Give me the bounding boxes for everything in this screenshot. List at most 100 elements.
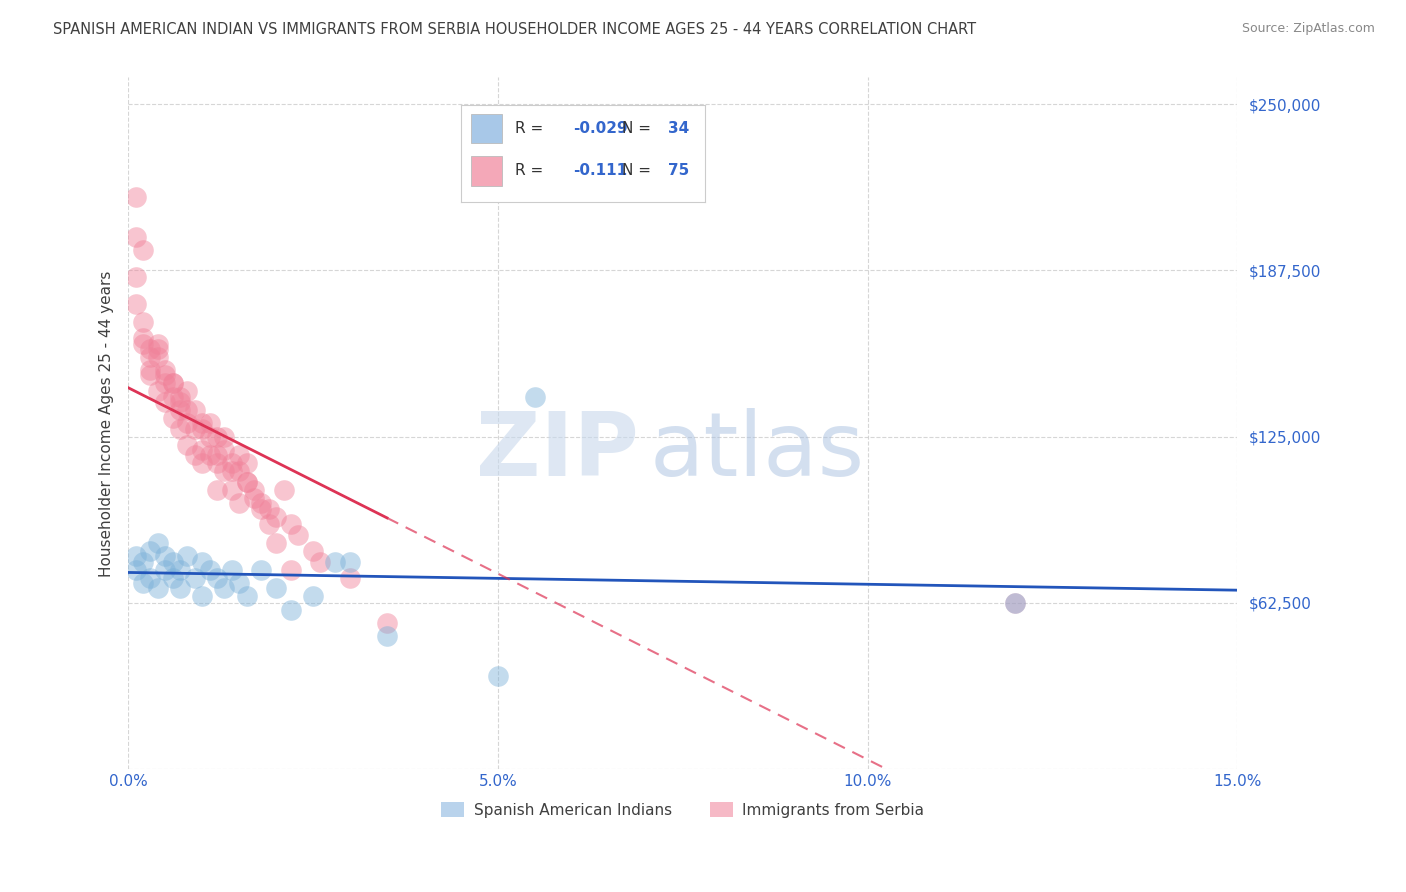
Point — [139, 571, 162, 585]
Point — [339, 571, 361, 585]
Point — [205, 456, 228, 470]
Point — [214, 582, 236, 596]
Point — [124, 230, 146, 244]
Point — [184, 571, 207, 585]
Point — [264, 536, 287, 550]
Point — [375, 629, 398, 643]
Point — [191, 456, 214, 470]
Point — [235, 475, 257, 489]
Point — [280, 602, 302, 616]
Point — [176, 403, 198, 417]
Point — [339, 555, 361, 569]
Text: Source: ZipAtlas.com: Source: ZipAtlas.com — [1241, 22, 1375, 36]
Point — [198, 430, 221, 444]
Point — [198, 448, 221, 462]
Point — [280, 517, 302, 532]
Point — [214, 442, 236, 457]
Point — [205, 448, 228, 462]
Text: ZIP: ZIP — [475, 408, 638, 494]
Point — [235, 456, 257, 470]
Point — [243, 483, 266, 497]
Point — [169, 422, 191, 436]
Point — [176, 549, 198, 564]
Point — [184, 448, 207, 462]
Point — [176, 384, 198, 399]
Y-axis label: Householder Income Ages 25 - 44 years: Householder Income Ages 25 - 44 years — [100, 270, 114, 576]
Point — [191, 555, 214, 569]
Point — [191, 442, 214, 457]
Point — [264, 582, 287, 596]
Point — [139, 368, 162, 383]
Point — [155, 563, 177, 577]
Point — [302, 544, 325, 558]
Point — [302, 590, 325, 604]
Point — [243, 491, 266, 505]
Point — [205, 430, 228, 444]
Point — [162, 376, 184, 391]
Point — [162, 376, 184, 391]
Legend: Spanish American Indians, Immigrants from Serbia: Spanish American Indians, Immigrants fro… — [436, 796, 931, 824]
Point — [169, 395, 191, 409]
Point — [155, 376, 177, 391]
Point — [124, 190, 146, 204]
Point — [169, 390, 191, 404]
Point — [235, 590, 257, 604]
Point — [132, 315, 155, 329]
Point — [169, 563, 191, 577]
Point — [228, 448, 250, 462]
Point — [155, 368, 177, 383]
Point — [205, 571, 228, 585]
Point — [155, 363, 177, 377]
Point — [309, 555, 332, 569]
Point — [132, 555, 155, 569]
Point — [214, 430, 236, 444]
Point — [250, 563, 273, 577]
Point — [162, 571, 184, 585]
Point — [198, 417, 221, 431]
Point — [1004, 596, 1026, 610]
Point — [205, 483, 228, 497]
Point — [132, 576, 155, 591]
Text: atlas: atlas — [650, 408, 865, 494]
Point — [169, 582, 191, 596]
Point — [191, 417, 214, 431]
Point — [228, 464, 250, 478]
Point — [191, 590, 214, 604]
Point — [146, 342, 169, 356]
Point — [257, 501, 280, 516]
Point — [162, 555, 184, 569]
Point — [132, 336, 155, 351]
Point — [221, 464, 243, 478]
Point — [280, 563, 302, 577]
Point — [132, 244, 155, 258]
Point — [169, 403, 191, 417]
Point — [146, 336, 169, 351]
Point — [287, 528, 309, 542]
Point — [139, 342, 162, 356]
Point — [176, 437, 198, 451]
Point — [146, 582, 169, 596]
Point — [228, 496, 250, 510]
Point — [1004, 596, 1026, 610]
Point — [162, 390, 184, 404]
Point — [273, 483, 295, 497]
Point — [486, 669, 509, 683]
Point — [235, 475, 257, 489]
Point — [221, 483, 243, 497]
Point — [257, 517, 280, 532]
Point — [162, 411, 184, 425]
Text: SPANISH AMERICAN INDIAN VS IMMIGRANTS FROM SERBIA HOUSEHOLDER INCOME AGES 25 - 4: SPANISH AMERICAN INDIAN VS IMMIGRANTS FR… — [53, 22, 977, 37]
Point — [228, 576, 250, 591]
Point — [191, 422, 214, 436]
Point — [375, 615, 398, 630]
Point — [214, 464, 236, 478]
Point — [124, 563, 146, 577]
Point — [146, 384, 169, 399]
Point — [124, 549, 146, 564]
Point — [139, 350, 162, 364]
Point — [323, 555, 346, 569]
Point — [221, 563, 243, 577]
Point — [221, 456, 243, 470]
Point — [124, 296, 146, 310]
Point — [146, 350, 169, 364]
